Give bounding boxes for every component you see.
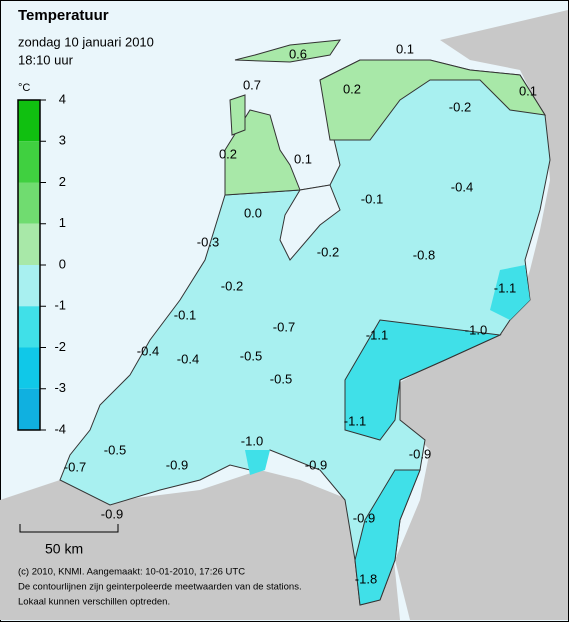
station-value: -1.1 bbox=[366, 327, 388, 342]
unit: °C bbox=[18, 82, 30, 94]
legend-label: 4 bbox=[59, 91, 66, 106]
station-value: -0.2 bbox=[449, 99, 471, 114]
station-value: -0.9 bbox=[409, 446, 431, 461]
scale-label: 50 km bbox=[45, 541, 83, 557]
region-cold-limburg bbox=[354, 469, 421, 606]
station-value: -0.7 bbox=[273, 319, 295, 334]
legend-label: -2 bbox=[54, 339, 66, 354]
title: Temperatuur bbox=[18, 7, 109, 24]
station-value: -1.0 bbox=[465, 322, 487, 337]
region-cold-east bbox=[344, 319, 502, 441]
region-friesland bbox=[319, 59, 546, 141]
footer-line: Lokaal kunnen verschillen optreden. bbox=[18, 597, 170, 608]
station-value: -0.2 bbox=[221, 278, 243, 293]
station-value: -0.5 bbox=[270, 371, 292, 386]
legend-swatch bbox=[18, 306, 40, 348]
legend-label: -3 bbox=[54, 380, 66, 395]
islands bbox=[229, 39, 342, 136]
legend-label: -1 bbox=[54, 298, 66, 313]
station-value: -1.8 bbox=[355, 571, 377, 586]
scale-bar bbox=[19, 524, 119, 533]
legend: 4 3 2 1 0 -1 -2 -3 -4 bbox=[17, 91, 66, 436]
station-value: -0.5 bbox=[240, 348, 262, 363]
station-value: -0.4 bbox=[177, 351, 199, 366]
legend-swatch bbox=[18, 141, 40, 183]
footer-line: (c) 2010, KNMI. Aangemaakt: 10-01-2010, … bbox=[18, 567, 245, 578]
station-value: -0.1 bbox=[361, 191, 383, 206]
legend-swatch bbox=[18, 347, 40, 389]
legend-swatch bbox=[18, 182, 40, 224]
station-value: 0.1 bbox=[294, 151, 312, 166]
legend-swatch bbox=[18, 265, 40, 307]
station-value: -0.8 bbox=[413, 247, 435, 262]
station-value: -0.9 bbox=[305, 457, 327, 472]
legend-label: 0 bbox=[59, 256, 66, 271]
region-cold-brabant bbox=[245, 450, 270, 475]
legend-swatch bbox=[18, 223, 40, 265]
region-cold-achterhoek bbox=[490, 265, 530, 320]
footer-line: De contourlijnen zijn geinterpoleerde me… bbox=[18, 582, 302, 593]
station-value: -0.2 bbox=[317, 244, 339, 259]
station-value: 0.0 bbox=[244, 205, 262, 220]
station-value: 0.1 bbox=[396, 41, 414, 56]
stations: 0.6 0.1 0.7 0.2 0.1 -0.2 0.2 0.1 -0.4 -0.1 0.0 -0.3… bbox=[64, 41, 537, 586]
land-east bbox=[395, 10, 568, 620]
date: zondag 10 januari 2010 bbox=[18, 34, 154, 49]
lake-ijsselmeer bbox=[279, 184, 341, 261]
station-value: -0.9 bbox=[166, 457, 188, 472]
legend-label: 1 bbox=[59, 215, 66, 230]
legend-label: 2 bbox=[59, 174, 66, 189]
station-value: -1.1 bbox=[494, 280, 516, 295]
station-value: -0.1 bbox=[174, 307, 196, 322]
station-value: -1.1 bbox=[344, 413, 366, 428]
region-north-holland bbox=[224, 109, 301, 196]
station-value: 0.2 bbox=[343, 81, 361, 96]
station-value: -0.4 bbox=[451, 179, 473, 194]
station-value: -0.4 bbox=[137, 343, 159, 358]
station-value: -1.0 bbox=[241, 433, 263, 448]
station-value: 0.2 bbox=[219, 146, 237, 161]
station-value: 0.7 bbox=[243, 77, 261, 92]
station-value: 0.6 bbox=[289, 46, 307, 61]
time: 18:10 uur bbox=[18, 52, 74, 67]
station-value: -0.7 bbox=[64, 459, 86, 474]
legend-label: -4 bbox=[54, 421, 66, 436]
station-value: 0.1 bbox=[519, 83, 537, 98]
station-value: -0.9 bbox=[101, 506, 123, 521]
legend-swatch bbox=[18, 100, 40, 142]
land-south bbox=[0, 470, 400, 620]
station-value: -0.9 bbox=[353, 510, 375, 525]
legend-swatch bbox=[18, 388, 40, 430]
legend-label: 3 bbox=[59, 133, 66, 148]
station-value: -0.3 bbox=[197, 234, 219, 249]
station-value: -0.5 bbox=[104, 442, 126, 457]
